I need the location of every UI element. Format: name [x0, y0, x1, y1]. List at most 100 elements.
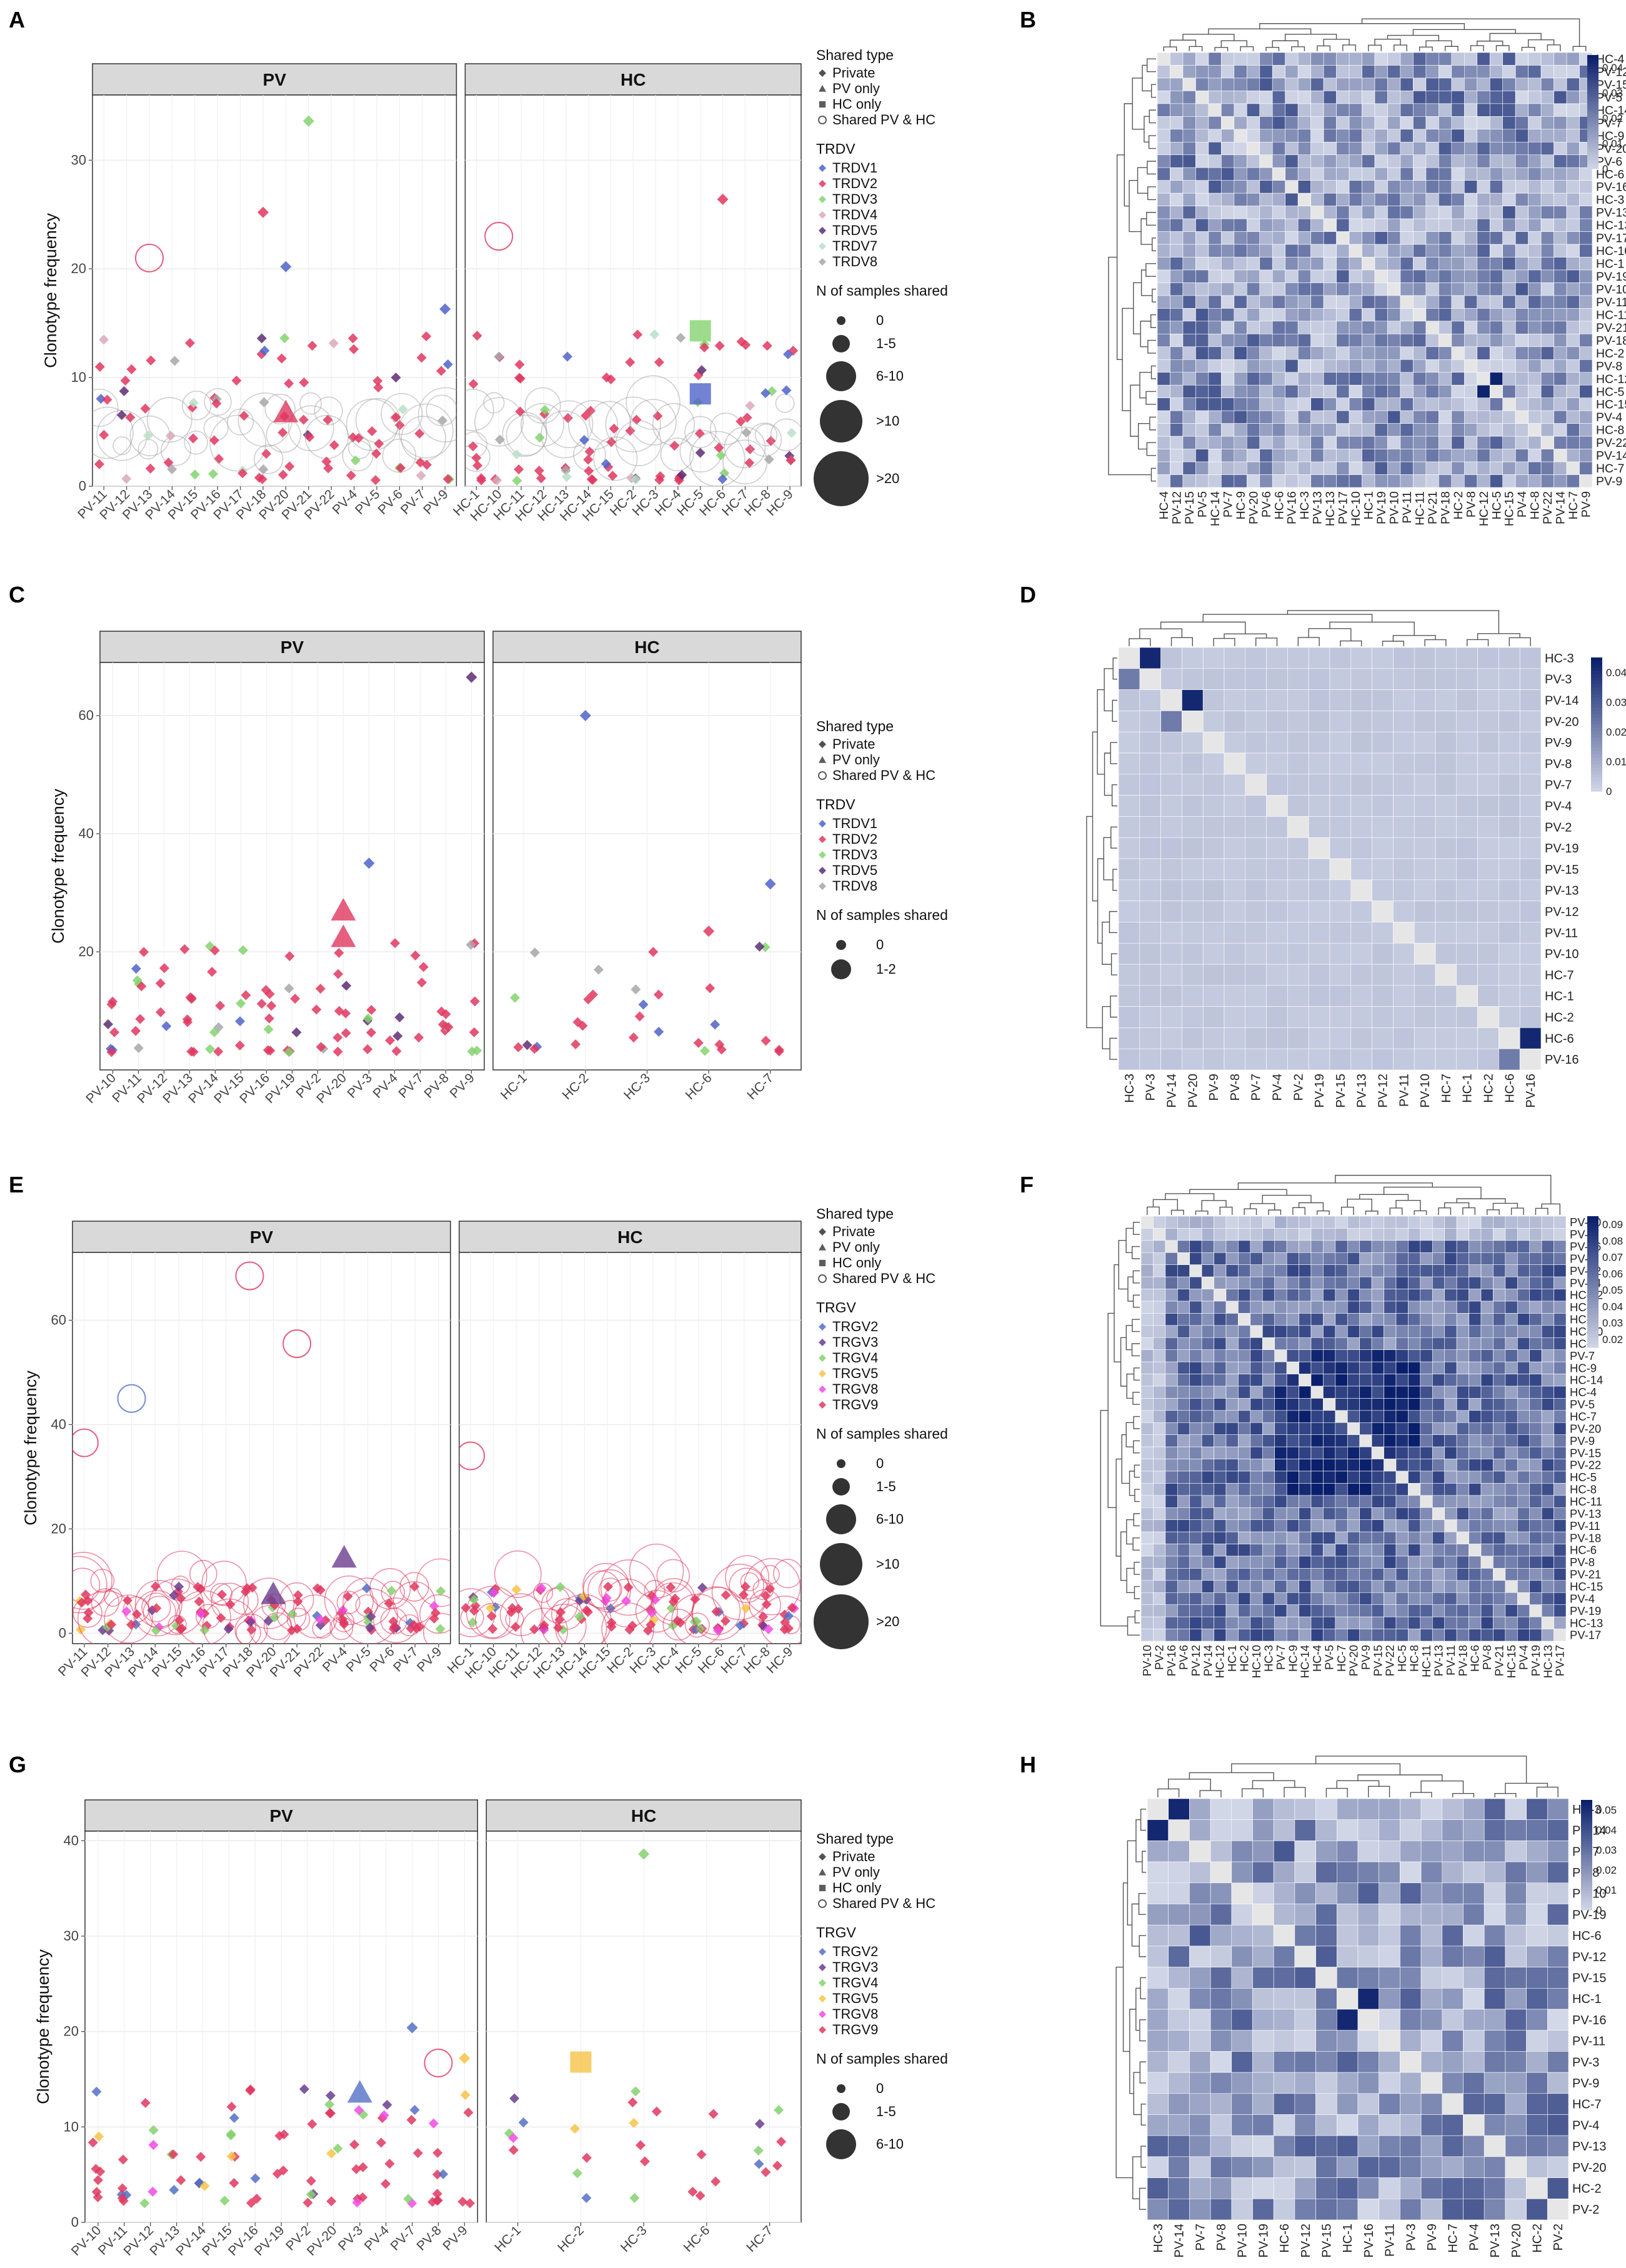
heatmap-cell: [1214, 1264, 1227, 1277]
heatmap-cell: [1387, 52, 1401, 66]
heatmap-cell: [1157, 334, 1170, 347]
heatmap-cell: [1519, 1027, 1542, 1049]
heatmap-cell: [1349, 436, 1362, 449]
heatmap-cell: [1234, 359, 1247, 373]
colorbar-step: [1591, 724, 1602, 728]
heatmap-cell: [1118, 774, 1140, 796]
heatmap-cell: [1359, 1568, 1372, 1581]
heatmap-cell: [1259, 116, 1273, 130]
heatmap-cell: [1420, 1252, 1433, 1266]
heatmap-cell: [1413, 436, 1427, 449]
heatmap-cell: [1310, 141, 1324, 156]
heatmap-cell: [1286, 1374, 1299, 1387]
heatmap-cell: [1285, 129, 1299, 142]
heatmap-cell: [1477, 423, 1490, 437]
heatmap-cell: [1420, 1398, 1433, 1411]
heatmap-cell: [1420, 2135, 1443, 2157]
heatmap-cell: [1529, 1446, 1542, 1459]
heatmap-cell: [1420, 1507, 1433, 1521]
heatmap-cell: [1350, 964, 1372, 986]
data-point: [649, 329, 660, 340]
heatmap-cell: [1195, 384, 1209, 399]
heatmap-cell: [1285, 167, 1299, 181]
heatmap-cell: [1297, 129, 1311, 142]
heatmap-cell: [1147, 2009, 1169, 2031]
heatmap-cell: [1182, 816, 1204, 838]
heatmap-cell: [1294, 2051, 1316, 2073]
heatmap-cell: [1299, 1216, 1312, 1229]
heatmap-cell: [1310, 1361, 1324, 1374]
heatmap-cell: [1456, 1471, 1469, 1484]
heatmap-cell: [1451, 52, 1465, 66]
data-point: [421, 459, 432, 470]
heatmap-cell: [1262, 1313, 1275, 1326]
heatmap-cell: [1287, 1027, 1309, 1049]
heatmap-cell: [1425, 52, 1439, 66]
heatmap-cell: [1177, 1398, 1190, 1411]
heatmap-cell: [1195, 423, 1209, 437]
heatmap-cell: [1456, 1544, 1469, 1557]
heatmap-cell: [1393, 816, 1415, 838]
data-point: [133, 1043, 144, 1054]
heatmap-cell: [1547, 1924, 1569, 1947]
heatmap-cell: [1408, 1386, 1421, 1399]
heatmap-cell: [1579, 359, 1593, 373]
heatmap-cell: [1157, 461, 1170, 475]
tick-label-x: PV-13: [147, 2223, 182, 2259]
heatmap-cell: [1231, 2009, 1253, 2031]
heatmap-cell: [1153, 1629, 1166, 1642]
heatmap-cell: [1484, 2093, 1506, 2115]
heatmap-cell: [1259, 384, 1273, 399]
shared-circle: [242, 1577, 295, 1629]
heatmap-cell: [1357, 2030, 1380, 2052]
heatmap-cell: [1484, 1904, 1506, 1926]
heatmap-cell: [1118, 711, 1140, 732]
heatmap-cell: [1272, 359, 1286, 373]
heatmap-cell: [1493, 1337, 1506, 1351]
heatmap-cell: [1272, 321, 1286, 334]
data-point: [384, 1598, 394, 1609]
heatmap-cell: [1272, 167, 1286, 181]
heatmap-cell: [1540, 167, 1554, 181]
heatmap-cell: [1210, 2072, 1232, 2094]
heatmap-cell: [1285, 65, 1299, 79]
heatmap-cell: [1439, 359, 1452, 373]
heatmap-row-label: HC-10: [1596, 244, 1626, 258]
heatmap-cell: [1153, 1398, 1166, 1411]
heatmap-cell: [1299, 1252, 1312, 1266]
heatmap-cell: [1357, 1946, 1380, 1967]
heatmap-cell: [1408, 1276, 1421, 1289]
heatmap-cell: [1231, 1861, 1253, 1884]
data-point: [555, 1582, 566, 1592]
heatmap-col-label: PV-15: [1371, 1645, 1384, 1676]
heatmap-cell: [1350, 1027, 1372, 1049]
heatmap-cell: [1272, 231, 1286, 245]
heatmap-cell: [1147, 1798, 1169, 1821]
heatmap-cell: [1400, 1798, 1422, 1821]
data-point: [241, 990, 251, 1001]
heatmap-cell: [1395, 1276, 1409, 1289]
heatmap-cell: [1505, 1544, 1518, 1557]
heatmap-cell: [1272, 52, 1286, 66]
heatmap-cell: [1480, 1471, 1494, 1484]
heatmap-cell: [1393, 1006, 1415, 1028]
data-point: [774, 1044, 784, 1055]
legend-key-gene: [819, 1995, 826, 2002]
heatmap-cell: [1323, 269, 1337, 283]
heatmap-cell: [1310, 474, 1324, 488]
heatmap-cell: [1579, 295, 1593, 309]
heatmap-cell: [1526, 1798, 1548, 1821]
heatmap-cell: [1157, 372, 1170, 386]
data-point: [391, 412, 401, 422]
heatmap-cell: [1323, 474, 1337, 488]
heatmap-cell: [1515, 282, 1529, 296]
legend-item-gene: TRGV8: [832, 2006, 878, 2022]
heatmap-cell: [1202, 711, 1225, 732]
heatmap-cell: [1201, 1580, 1214, 1593]
legend-title-gene: TRDV: [816, 796, 855, 812]
heatmap-cell: [1286, 1216, 1299, 1229]
heatmap-cell: [1286, 1507, 1299, 1521]
heatmap-cell: [1214, 1337, 1227, 1351]
heatmap-cell: [1554, 192, 1567, 206]
heatmap-cell: [1250, 1629, 1263, 1642]
